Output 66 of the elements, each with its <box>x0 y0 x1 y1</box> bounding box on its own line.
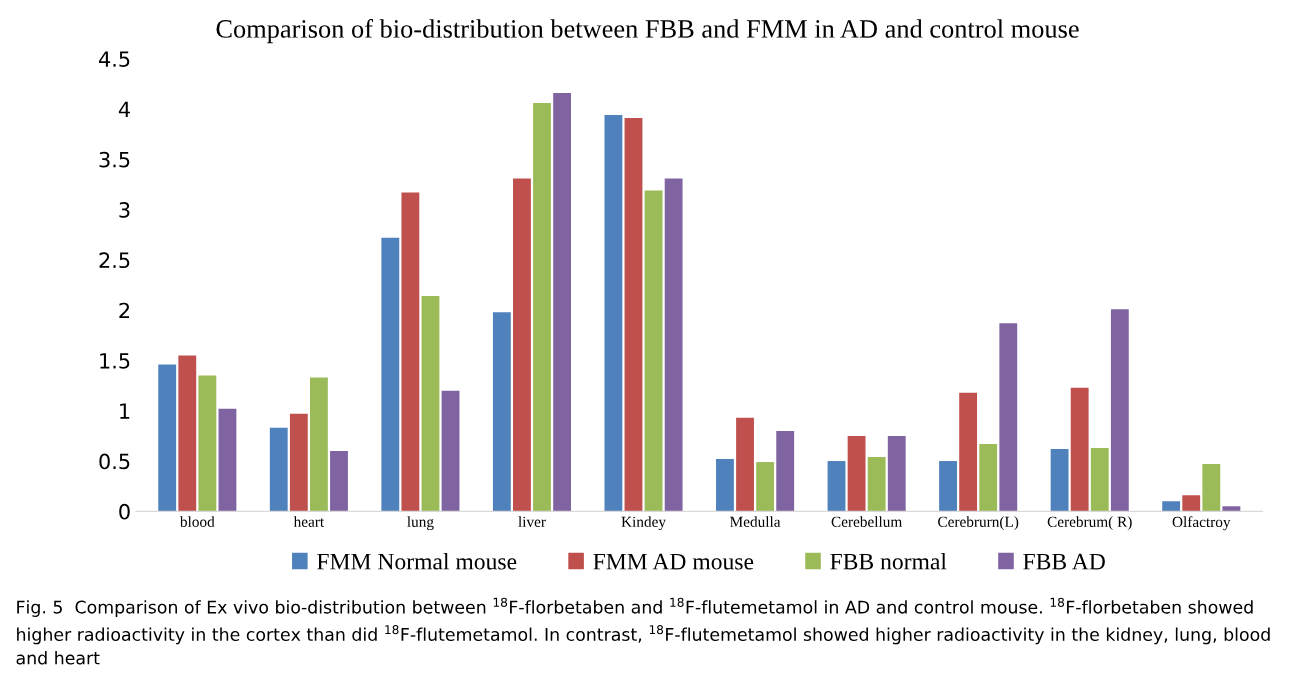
x-tick-label: Cerebrurn(L) <box>938 516 1019 531</box>
bar <box>979 443 998 512</box>
y-tick-label: 1.5 <box>100 353 130 369</box>
bar <box>644 190 663 512</box>
bar <box>664 178 683 512</box>
bar <box>867 457 886 512</box>
y-tick-label: 0.5 <box>99 453 130 470</box>
bar <box>218 408 237 512</box>
bar <box>533 102 551 512</box>
bar <box>756 462 775 512</box>
x-tick-label: Cerebellum <box>831 516 903 527</box>
bar <box>198 375 217 512</box>
legend-label: FMM AD mouse <box>593 553 754 570</box>
text: Fig. 5 Comparison of Ex vivo bio-distribution between $^{18}$F-florbetaben and $^{18}$F-flutemetamol in AD and control mouse. $^{18}$F-florbetaben showed higher radioactivity in the cortex than did $^{18}$F-flutemetamol. In contrast, $^{18}$F-flutemetamol showed higher radioactivity in the kidney, lung, blood and heart <box>16 597 1270 665</box>
bar <box>441 390 460 512</box>
y-tick-label: 0 <box>119 503 130 520</box>
bar <box>1182 495 1201 512</box>
y-tick-label: 3 <box>119 202 130 218</box>
bar <box>827 461 846 512</box>
x-tick-label: lung <box>407 516 434 531</box>
bar <box>553 92 572 512</box>
x-tick-label: blood <box>179 516 215 527</box>
bar <box>1202 464 1221 512</box>
bar <box>1050 448 1069 512</box>
bar <box>939 461 957 512</box>
bar <box>1090 447 1109 512</box>
y-tick-label: 2.5 <box>99 252 130 269</box>
x-tick-label: Medulla <box>730 516 781 527</box>
bar <box>716 459 734 512</box>
bar <box>330 450 348 512</box>
legend-label: FMM Normal mouse <box>317 552 517 570</box>
bar <box>604 115 623 512</box>
y-tick-label: 1 <box>120 403 130 419</box>
bar <box>1222 506 1241 512</box>
bar <box>624 118 643 512</box>
bar <box>776 430 795 512</box>
bar <box>1110 309 1129 512</box>
x-tick-label: liver <box>518 516 546 527</box>
bar <box>847 435 866 512</box>
bar <box>1162 501 1181 512</box>
x-tick-label: Cerebrum( R) <box>1047 516 1132 531</box>
legend-label: FBB AD <box>1023 553 1105 570</box>
bar <box>381 237 400 512</box>
bar <box>492 312 511 512</box>
bar <box>736 417 754 512</box>
bar <box>1070 387 1089 512</box>
x-tick-label: Olfactroy <box>1172 516 1231 531</box>
bar <box>513 178 531 512</box>
y-tick-label: 2 <box>119 302 130 319</box>
bar <box>401 192 420 512</box>
chart-title: Comparison of bio-distribution between FBB and FMM in AD and control mouse <box>216 19 1079 44</box>
bar <box>309 377 328 512</box>
y-tick-label: 4 <box>118 101 130 117</box>
bar <box>158 364 177 512</box>
bar <box>421 296 440 512</box>
bar <box>289 413 308 512</box>
bar <box>178 355 197 512</box>
x-tick-label: Kindey <box>621 516 666 531</box>
y-tick-label: 4.5 <box>99 51 130 67</box>
bar <box>959 392 978 512</box>
y-tick-label: 3.5 <box>99 151 130 168</box>
bar <box>887 435 906 512</box>
legend-label: FBB normal <box>830 552 947 570</box>
x-tick-label: heart <box>293 516 325 527</box>
bar <box>999 323 1018 512</box>
bar <box>269 427 288 512</box>
